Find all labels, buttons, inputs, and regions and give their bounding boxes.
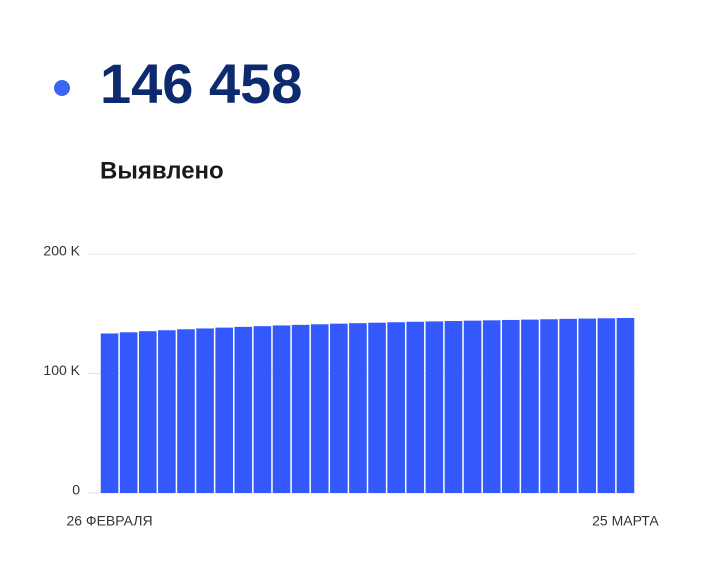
bar xyxy=(272,325,291,493)
y-tick-label: 100 K xyxy=(43,362,80,378)
y-tick-label: 0 xyxy=(72,482,80,498)
bar xyxy=(138,331,157,493)
bar xyxy=(310,324,329,493)
bar xyxy=(597,318,616,493)
chart-title: Выявлено xyxy=(100,157,224,184)
bar xyxy=(482,320,501,493)
bar xyxy=(578,318,597,493)
bar xyxy=(253,326,272,493)
legend-dot xyxy=(54,80,70,96)
bar xyxy=(349,323,367,493)
bar xyxy=(502,319,520,493)
headline: 146 458 xyxy=(100,52,302,115)
bar xyxy=(616,317,635,493)
bar xyxy=(158,330,176,493)
bar xyxy=(521,319,539,493)
bar xyxy=(215,327,233,493)
bar xyxy=(100,333,119,493)
bar xyxy=(291,324,310,493)
bar xyxy=(406,321,425,493)
bar xyxy=(330,323,348,493)
bar xyxy=(540,319,558,493)
y-tick-label: 200 K xyxy=(43,243,80,259)
bar xyxy=(444,321,463,493)
bar xyxy=(559,318,577,493)
x-tick-label: 26 ФЕВРАЛЯ xyxy=(66,513,152,529)
bar xyxy=(425,321,444,493)
bar xyxy=(463,320,482,493)
bar xyxy=(177,329,195,493)
x-tick-label: 25 МАРТА xyxy=(592,513,659,529)
bar xyxy=(234,326,253,493)
bar xyxy=(196,328,214,493)
bar xyxy=(119,332,138,493)
bar xyxy=(387,322,405,493)
bar xyxy=(368,322,386,493)
